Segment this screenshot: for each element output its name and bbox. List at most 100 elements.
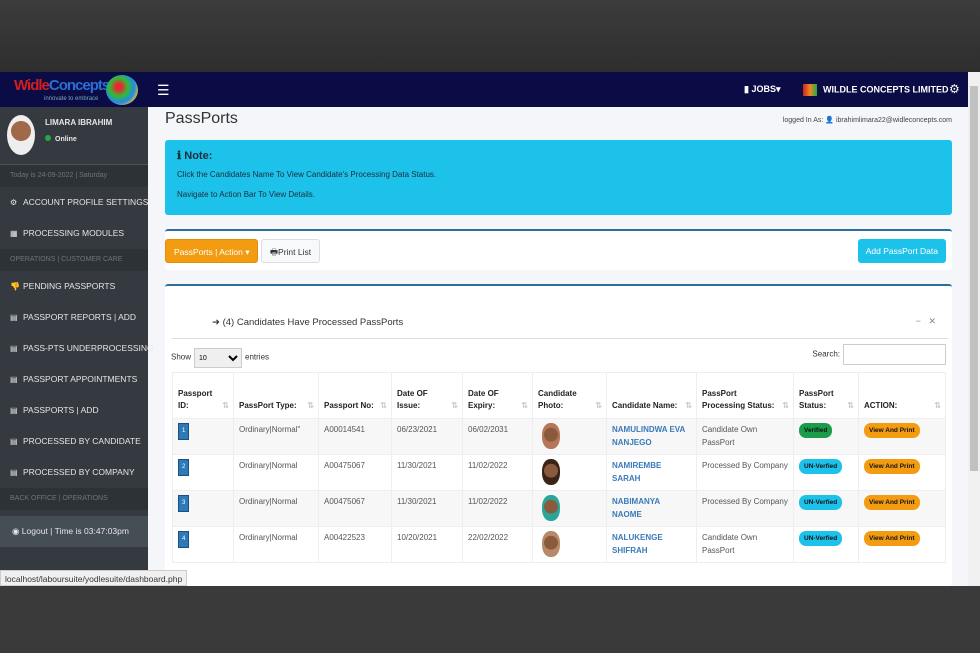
menu-icon: ▤ — [10, 437, 18, 446]
column-header[interactable]: Date OF Issue: ⇅ — [391, 372, 463, 419]
company-menu[interactable]: WILDLE CONCEPTS LIMITED — [803, 84, 949, 96]
sidebar-item[interactable]: ▤ PASSPORTS | ADD — [0, 395, 148, 426]
passports-table: Passport ID: ⇅ PassPort Type: ⇅ Passport No:… — [172, 372, 946, 563]
date-label: Today is 24-09-2022 | Saturday — [0, 165, 148, 187]
search-input[interactable] — [843, 344, 946, 365]
table-cell: 06/02/2031 — [462, 418, 533, 455]
table-cell — [532, 418, 607, 455]
entries-control: Show 10 entries — [171, 348, 269, 368]
action-card: PassPorts | Action ▾ 🖶Print List Add Pas… — [165, 229, 952, 270]
online-status: Online — [45, 135, 77, 143]
candidate-photo — [542, 495, 560, 521]
info-icon: ℹ — [177, 150, 182, 162]
candidate-name-link[interactable]: NABIMANYA NAOME — [612, 497, 660, 519]
candidate-photo — [542, 531, 560, 557]
sort-icon: ⇅ — [685, 401, 692, 410]
view-and-print-button[interactable]: View And Print — [864, 459, 920, 474]
table-cell: View And Print — [858, 526, 946, 563]
add-passport-button[interactable]: Add PassPort Data — [857, 239, 946, 263]
table-cell: A00422523 — [318, 526, 392, 563]
table-row: 2 Ordinary|Normal A00475067 11/30/2021 11/02… — [172, 454, 946, 491]
sidebar-item[interactable]: ▤ PROCESSED BY COMPANY — [0, 457, 148, 488]
column-header[interactable]: Candidate Name: ⇅ — [606, 372, 697, 419]
id-badge: 3 — [178, 495, 190, 512]
column-header[interactable]: Date OF Expiry: ⇅ — [462, 372, 533, 419]
table-cell: 11/02/2022 — [462, 490, 533, 527]
sort-icon: ⇅ — [521, 401, 528, 410]
table-cell: Candidate Own PassPort — [696, 418, 794, 455]
candidate-name-link[interactable]: NALUKENGE SHIFRAH — [612, 533, 663, 555]
card-title: ➜ (4) Candidates Have Processed PassPort… — [212, 317, 404, 328]
sidebar-item[interactable]: ▤ PASSPORT REPORTS | ADD — [0, 302, 148, 333]
table-cell: Processed By Company — [696, 454, 794, 491]
sidebar-item[interactable]: ▤ PASS-PTS UNDERPROCESSING — [0, 333, 154, 364]
table-cell: A00014541 — [318, 418, 392, 455]
sort-icon: ⇅ — [847, 401, 854, 410]
table-row: 4 Ordinary|Normal A00422523 10/20/2021 22/02… — [172, 526, 946, 563]
column-header[interactable]: Passport No: ⇅ — [318, 372, 392, 419]
table-cell: Ordinary|Normal — [233, 526, 319, 563]
scrollbar[interactable] — [968, 72, 980, 586]
table-cell: 11/30/2021 — [391, 490, 463, 527]
id-badge: 1 — [178, 423, 190, 440]
table-cell: NAMULINDWA EVA NANJEGO — [606, 418, 697, 455]
print-icon: 🖶 — [270, 247, 279, 257]
table-cell: NALUKENGE SHIFRAH — [606, 526, 697, 563]
sidebar-item[interactable]: ▤ PASSPORT APPOINTMENTS — [0, 364, 148, 395]
jobs-menu[interactable]: ▮ JOBS▾ — [744, 84, 781, 94]
table-cell: 3 — [172, 490, 234, 527]
bars-icon[interactable]: ☰ — [157, 82, 170, 98]
sidebar-item[interactable]: ▦ PROCESSING MODULES — [0, 218, 148, 249]
id-badge: 4 — [178, 531, 190, 548]
print-list-button[interactable]: 🖶Print List — [261, 239, 321, 263]
table-cell: UN-Verfied — [793, 526, 859, 563]
desktop-background — [0, 0, 980, 72]
table-cell: 4 — [172, 526, 234, 563]
view-and-print-button[interactable]: View And Print — [864, 495, 920, 510]
user-panel: LIMARA IBRAHIM Online — [0, 107, 148, 165]
entries-select[interactable]: 10 — [194, 348, 243, 368]
table-cell — [532, 454, 607, 491]
candidate-name-link[interactable]: NAMULINDWA EVA NANJEGO — [612, 425, 686, 447]
sidebar-item[interactable]: ▤ PROCESSED BY CANDIDATE — [0, 426, 148, 457]
status-bar-url: localhost/laboursuite/yodlesuite/dashboa… — [0, 570, 188, 586]
view-and-print-button[interactable]: View And Print — [864, 423, 920, 438]
minimize-icon[interactable]: − — [915, 316, 921, 326]
section-header: BACK OFFICE | OPERATIONS — [0, 488, 148, 510]
table-cell: UN-Verfied — [793, 454, 859, 491]
sidebar-item[interactable]: ⚙ ACCOUNT PROFILE SETTINGS — [0, 187, 148, 218]
candidate-name-link[interactable]: NAMIREMBE SARAH — [612, 461, 662, 483]
menu-icon: 👎 — [10, 282, 20, 291]
table-cell — [532, 526, 607, 563]
sidebar-item[interactable]: 👎 PENDING PASSPORTS — [0, 271, 148, 302]
user-icon: 👤 — [825, 117, 834, 124]
column-header[interactable]: Candidate Photo: ⇅ — [532, 372, 607, 419]
table-cell: A00475067 — [318, 454, 392, 491]
table-cell: 11/30/2021 — [391, 454, 463, 491]
sort-icon: ⇅ — [222, 401, 229, 410]
column-header[interactable]: ACTION: ⇅ — [858, 372, 946, 419]
status-badge: Verified — [799, 423, 833, 438]
menu-icon: ⚙ — [10, 198, 18, 207]
id-badge: 2 — [178, 459, 190, 476]
table-cell: A00475067 — [318, 490, 392, 527]
passports-action-button[interactable]: PassPorts | Action ▾ — [165, 239, 259, 263]
column-header[interactable]: PassPort Status: ⇅ — [793, 372, 859, 419]
logout-button[interactable]: ◉ Logout | Time is 03:47:03pm — [0, 516, 148, 547]
table-cell: Processed By Company — [696, 490, 794, 527]
company-logo-icon — [803, 84, 817, 96]
view-and-print-button[interactable]: View And Print — [864, 531, 920, 546]
menu-icon: ▤ — [10, 406, 18, 415]
logo[interactable]: WidleConcepts innovate to embrace — [14, 75, 138, 105]
column-header[interactable]: PassPort Type: ⇅ — [233, 372, 319, 419]
cogs-icon[interactable]: ⚙ — [949, 82, 960, 96]
column-header[interactable]: Passport ID: ⇅ — [172, 372, 234, 419]
column-header[interactable]: PassPort Processing Status: ⇅ — [696, 372, 794, 419]
menu-icon: ▤ — [10, 344, 18, 353]
candidate-photo — [542, 459, 560, 485]
close-icon[interactable]: ✕ — [928, 316, 936, 326]
table-row: 1 Ordinary|Normal" A00014541 06/23/2021 06/0… — [172, 418, 946, 455]
table-cell: Ordinary|Normal" — [233, 418, 319, 455]
table-cell: View And Print — [858, 454, 946, 491]
table-cell: 22/02/2022 — [462, 526, 533, 563]
